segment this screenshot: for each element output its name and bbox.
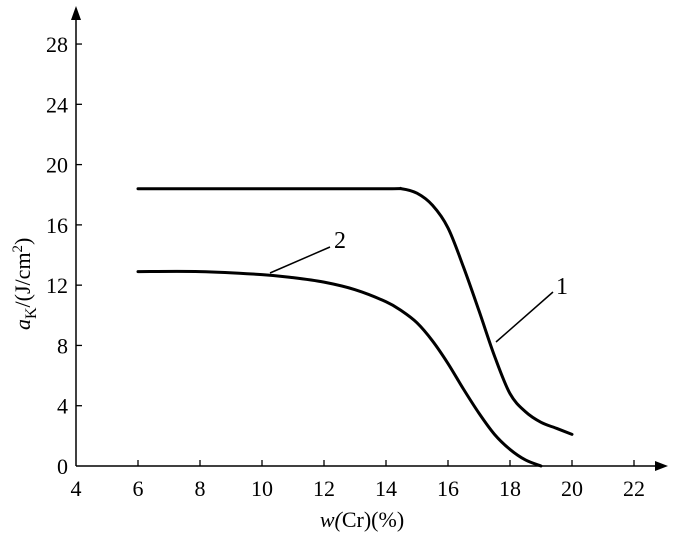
y-tick-label: 4 bbox=[57, 394, 68, 419]
y-tick-label: 20 bbox=[46, 153, 68, 178]
y-tick-label: 8 bbox=[57, 333, 68, 358]
x-tick-label: 6 bbox=[133, 476, 144, 501]
annotations: 12 bbox=[269, 228, 568, 343]
x-axis-label: w(Cr)(%) bbox=[319, 507, 405, 532]
x-tick-label: 10 bbox=[251, 476, 273, 501]
series-2-label: 2 bbox=[334, 228, 346, 254]
y-axis-arrow-icon bbox=[71, 6, 81, 20]
y-tick-label: 28 bbox=[46, 32, 68, 57]
y-tick-label: 24 bbox=[46, 92, 68, 117]
leader-line-2 bbox=[269, 246, 331, 274]
y-axis-label: aK/(J/cm2) bbox=[10, 238, 40, 330]
series-1-line bbox=[136, 186, 574, 436]
series-1-label: 1 bbox=[556, 274, 568, 300]
x-tick-label: 16 bbox=[437, 476, 459, 501]
x-tick-label: 12 bbox=[313, 476, 335, 501]
x-tick-label: 4 bbox=[71, 476, 82, 501]
y-tick-label: 0 bbox=[57, 454, 68, 479]
y-tick-label: 16 bbox=[46, 213, 68, 238]
x-tick-label: 14 bbox=[375, 476, 397, 501]
leader-line-1 bbox=[495, 291, 554, 343]
y-tick-label: 12 bbox=[46, 273, 68, 298]
x-tick-label: 22 bbox=[623, 476, 645, 501]
series-lines bbox=[136, 186, 574, 468]
x-axis-arrow-icon bbox=[655, 461, 668, 471]
axes bbox=[71, 6, 668, 471]
x-tick-label: 18 bbox=[499, 476, 521, 501]
x-tick-label: 20 bbox=[561, 476, 583, 501]
x-tick-label: 8 bbox=[195, 476, 206, 501]
series-2-line bbox=[136, 269, 543, 468]
